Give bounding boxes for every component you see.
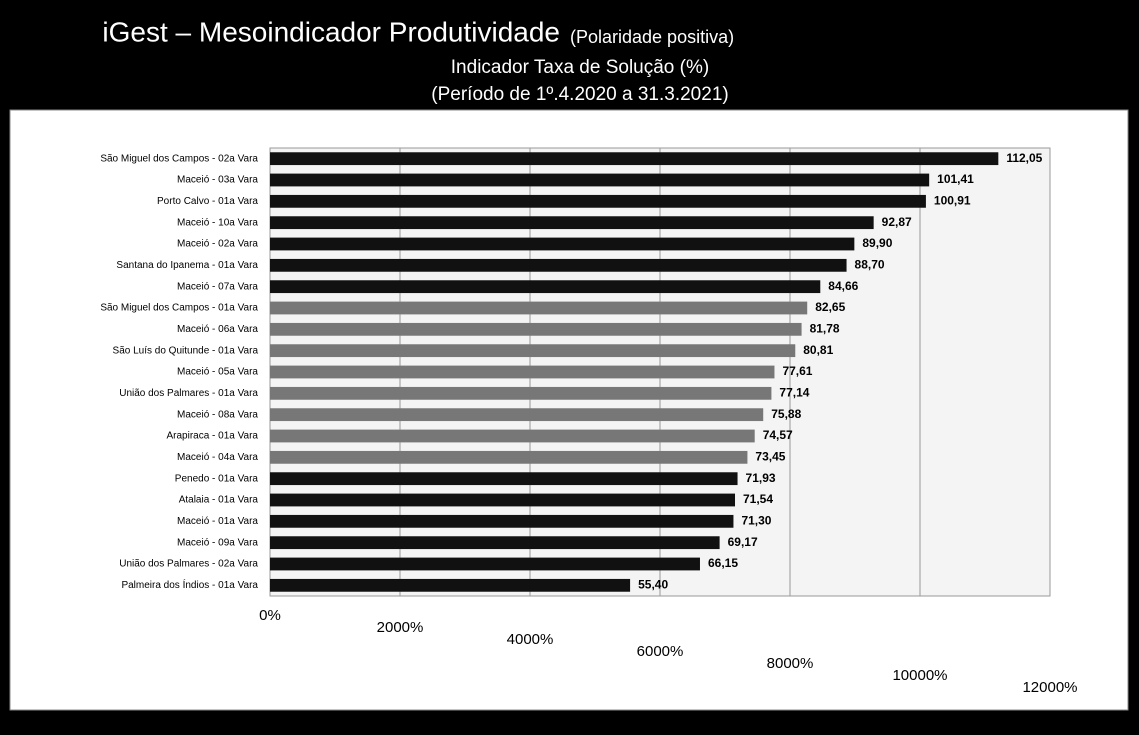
x-tick-label: 0% [259, 607, 281, 624]
y-tick-label: Palmeira dos Índios - 01a Vara [121, 578, 258, 591]
bar [270, 194, 926, 208]
chart-title: iGest – Mesoindicador Produtividade [102, 16, 560, 47]
bar [270, 386, 772, 400]
value-label: 112,05 [1006, 151, 1042, 165]
y-tick-label: Maceió - 05a Vara [177, 367, 258, 378]
value-label: 71,93 [746, 471, 776, 485]
bar [270, 280, 821, 294]
value-label: 77,14 [779, 386, 809, 400]
bar [270, 493, 736, 507]
y-tick-label: Penedo - 01a Vara [175, 473, 259, 484]
value-label: 100,91 [934, 194, 971, 208]
y-tick-label: São Miguel dos Campos - 01a Vara [100, 303, 258, 314]
y-tick-label: Maceió - 06a Vara [177, 324, 258, 335]
bar [270, 557, 700, 571]
y-tick-label: São Luís do Quitunde - 01a Vara [113, 345, 259, 356]
y-tick-label: Atalaia - 01a Vara [179, 495, 259, 506]
value-label: 88,70 [855, 258, 885, 272]
chart-subtitle: Indicador Taxa de Solução (%) [451, 57, 709, 78]
value-label: 101,41 [937, 172, 974, 186]
y-tick-label: Maceió - 03a Vara [177, 175, 258, 186]
bar [270, 514, 734, 528]
value-label: 84,66 [828, 279, 858, 293]
value-label: 77,61 [782, 364, 812, 378]
y-tick-label: Santana do Ipanema - 01a Vara [116, 260, 258, 271]
chart-title-note: (Polaridade positiva) [570, 27, 734, 47]
value-label: 82,65 [815, 300, 845, 314]
value-label: 80,81 [803, 343, 833, 357]
x-tick-label: 8000% [767, 655, 814, 672]
value-label: 69,17 [728, 535, 758, 549]
bar [270, 322, 802, 336]
value-label: 73,45 [755, 450, 785, 464]
bar [270, 344, 796, 358]
chart-period: (Período de 1º.4.2020 a 31.3.2021) [431, 84, 728, 105]
x-tick-label: 2000% [377, 619, 424, 636]
value-label: 74,57 [763, 428, 793, 442]
bar [270, 152, 999, 166]
bar [270, 365, 775, 379]
bar [270, 578, 631, 592]
value-label: 55,40 [638, 578, 668, 592]
y-tick-label: Maceió - 02a Vara [177, 239, 258, 250]
x-tick-label: 4000% [507, 631, 554, 648]
value-label: 81,78 [810, 322, 840, 336]
bar [270, 173, 930, 187]
y-tick-label: Maceió - 10a Vara [177, 217, 258, 228]
y-tick-label: Porto Calvo - 01a Vara [157, 196, 258, 207]
bar [270, 536, 720, 550]
bar [270, 429, 755, 443]
bar [270, 216, 874, 230]
bar [270, 450, 748, 464]
bar [270, 301, 808, 315]
y-tick-label: São Miguel dos Campos - 02a Vara [100, 153, 258, 164]
value-label: 75,88 [771, 407, 801, 421]
y-tick-label: Maceió - 09a Vara [177, 537, 258, 548]
y-tick-label: Maceió - 01a Vara [177, 516, 258, 527]
value-label: 71,54 [743, 492, 773, 506]
value-label: 92,87 [882, 215, 912, 229]
x-tick-label: 12000% [1022, 679, 1077, 696]
bar [270, 258, 847, 272]
x-tick-label: 10000% [892, 667, 947, 684]
y-tick-label: Maceió - 04a Vara [177, 452, 258, 463]
y-tick-label: Maceió - 07a Vara [177, 281, 258, 292]
x-tick-label: 6000% [637, 643, 684, 660]
value-label: 89,90 [862, 236, 892, 250]
bar [270, 408, 764, 422]
y-tick-label: União dos Palmares - 02a Vara [119, 559, 258, 570]
bar [270, 237, 855, 251]
value-label: 71,30 [741, 514, 771, 528]
value-label: 66,15 [708, 556, 738, 570]
y-tick-label: Maceió - 08a Vara [177, 409, 258, 420]
y-tick-label: União dos Palmares - 01a Vara [119, 388, 258, 399]
bar [270, 472, 738, 486]
y-tick-label: Arapiraca - 01a Vara [166, 431, 258, 442]
